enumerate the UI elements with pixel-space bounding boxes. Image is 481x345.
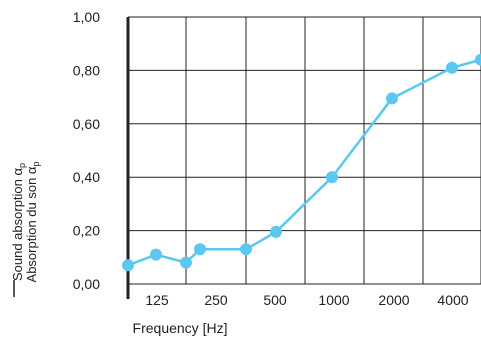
data-point (326, 171, 338, 184)
series-line (127, 58, 481, 267)
series-line-path (127, 58, 481, 267)
data-point (150, 248, 162, 261)
data-point (122, 259, 134, 272)
y-axis-label-line1: Sound absorption α (10, 168, 25, 282)
x-tick-label: 1000 (318, 292, 349, 308)
data-point (194, 243, 206, 256)
x-axis-label: Frequency [Hz] (133, 320, 228, 336)
grid (127, 16, 481, 285)
svg-text:Sound absorption αp: Sound absorption αp (10, 163, 27, 281)
x-tick-label: 500 (263, 292, 287, 308)
x-tick-label: 125 (145, 292, 169, 308)
x-tick-label: 4000 (437, 292, 468, 308)
y-tick-label: 0,00 (73, 276, 100, 292)
data-points (122, 53, 481, 272)
x-tick-label: 2000 (378, 292, 409, 308)
y-tick-label: 0,20 (73, 223, 100, 239)
y-tick-label: 0,60 (73, 116, 100, 132)
y-tick-labels: 1,00 0,80 0,60 0,40 0,20 0,00 (73, 9, 100, 292)
y-tick-label: 0,80 (73, 62, 100, 78)
data-point (475, 53, 481, 66)
y-tick-label: 1,00 (73, 9, 100, 25)
data-point (240, 243, 252, 256)
y-axis-label-line2-sub: p (31, 162, 41, 167)
data-point (270, 225, 282, 238)
data-point (180, 256, 192, 269)
y-axis-label-line1-sub: p (17, 163, 27, 168)
x-tick-label: 250 (204, 292, 228, 308)
x-tick-labels: 125 250 500 1000 2000 4000 (145, 292, 468, 308)
svg-text:Absorption du son αp: Absorption du son αp (24, 162, 41, 283)
y-axis-label-line2: Absorption du son α (24, 166, 39, 282)
y-axis-label: Sound absorption αp Absorption du son αp (10, 162, 41, 283)
y-tick-label: 0,40 (73, 169, 100, 185)
data-point (386, 92, 398, 105)
data-point (446, 61, 458, 74)
